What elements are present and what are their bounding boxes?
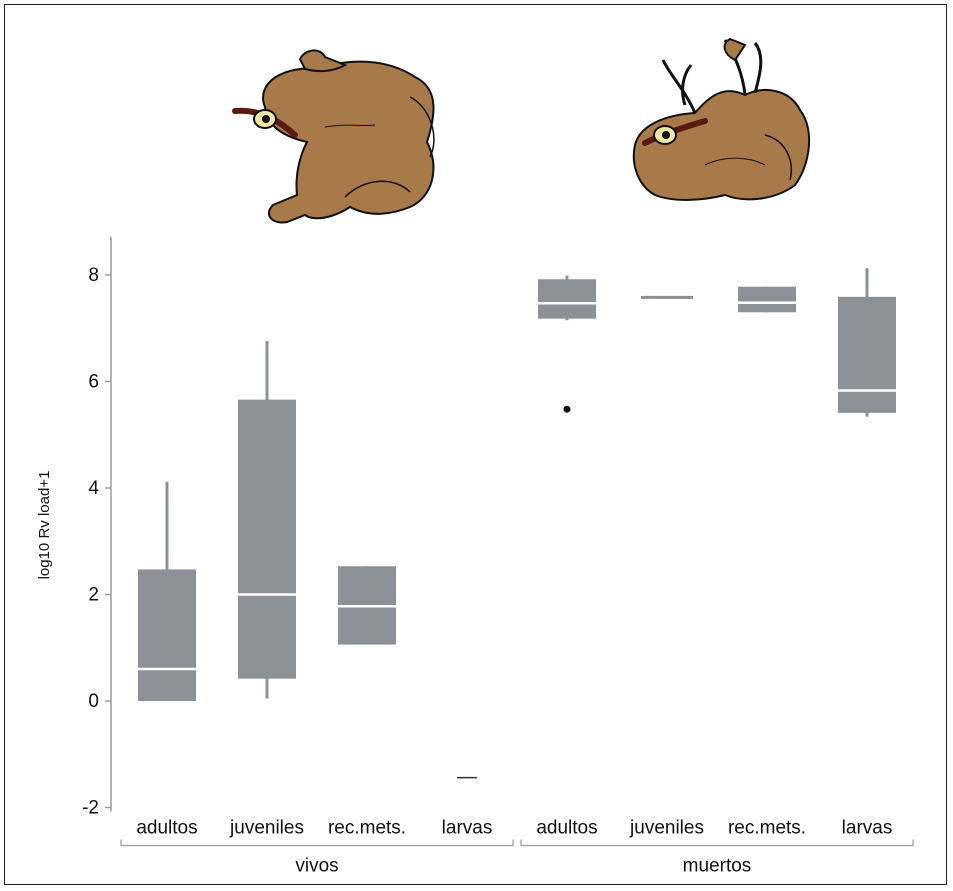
box-body bbox=[738, 286, 796, 313]
box-vivos-juveniles bbox=[238, 341, 296, 699]
x-category-label: adultos bbox=[536, 818, 597, 839]
box-body bbox=[138, 569, 196, 701]
box-plot-chart: log10 Rv load+1 8 6 4 2 0 -2 adultos juveniles… bbox=[36, 37, 914, 877]
group-label: muertos bbox=[683, 856, 752, 877]
y-tick-label: 6 bbox=[88, 372, 99, 393]
y-axis-label: log10 Rv load+1 bbox=[36, 471, 53, 580]
x-category-label: rec.mets. bbox=[328, 818, 406, 839]
x-category-label: juveniles bbox=[629, 818, 704, 839]
box-body bbox=[538, 279, 596, 319]
x-axis: adultos juveniles rec.mets. larvas vivos adul… bbox=[120, 818, 914, 877]
boxes-layer bbox=[138, 268, 896, 779]
y-axis: 8 6 4 2 0 -2 bbox=[82, 237, 112, 819]
x-category-label: adultos bbox=[136, 818, 197, 839]
y-tick-label: 8 bbox=[88, 265, 99, 286]
frog-alive-icon bbox=[232, 49, 435, 224]
x-category-label: larvas bbox=[442, 818, 493, 839]
outlier-point bbox=[563, 405, 571, 413]
box-muertos-adultos bbox=[538, 275, 596, 413]
x-category-label: rec.mets. bbox=[728, 818, 806, 839]
box-muertos-rec.mets. bbox=[738, 286, 796, 313]
x-category-label: larvas bbox=[842, 818, 893, 839]
y-tick-label: 0 bbox=[88, 691, 99, 712]
x-category-label: juveniles bbox=[229, 818, 304, 839]
y-tick-label: 4 bbox=[88, 478, 99, 499]
frog-dead-icon bbox=[632, 37, 811, 201]
y-tick-label: -2 bbox=[82, 798, 99, 819]
figure-frame: log10 Rv load+1 8 6 4 2 0 -2 adultos juveniles… bbox=[4, 4, 947, 885]
group-bracket bbox=[120, 839, 514, 847]
box-vivos-adultos bbox=[138, 481, 196, 701]
y-tick-label: 2 bbox=[88, 585, 99, 606]
box-muertos-larvas bbox=[838, 268, 896, 417]
box-body bbox=[838, 296, 896, 413]
group-bracket bbox=[520, 839, 914, 847]
box-body bbox=[238, 399, 296, 679]
box-vivos-rec.mets. bbox=[338, 566, 396, 645]
group-label: vivos bbox=[295, 856, 338, 877]
